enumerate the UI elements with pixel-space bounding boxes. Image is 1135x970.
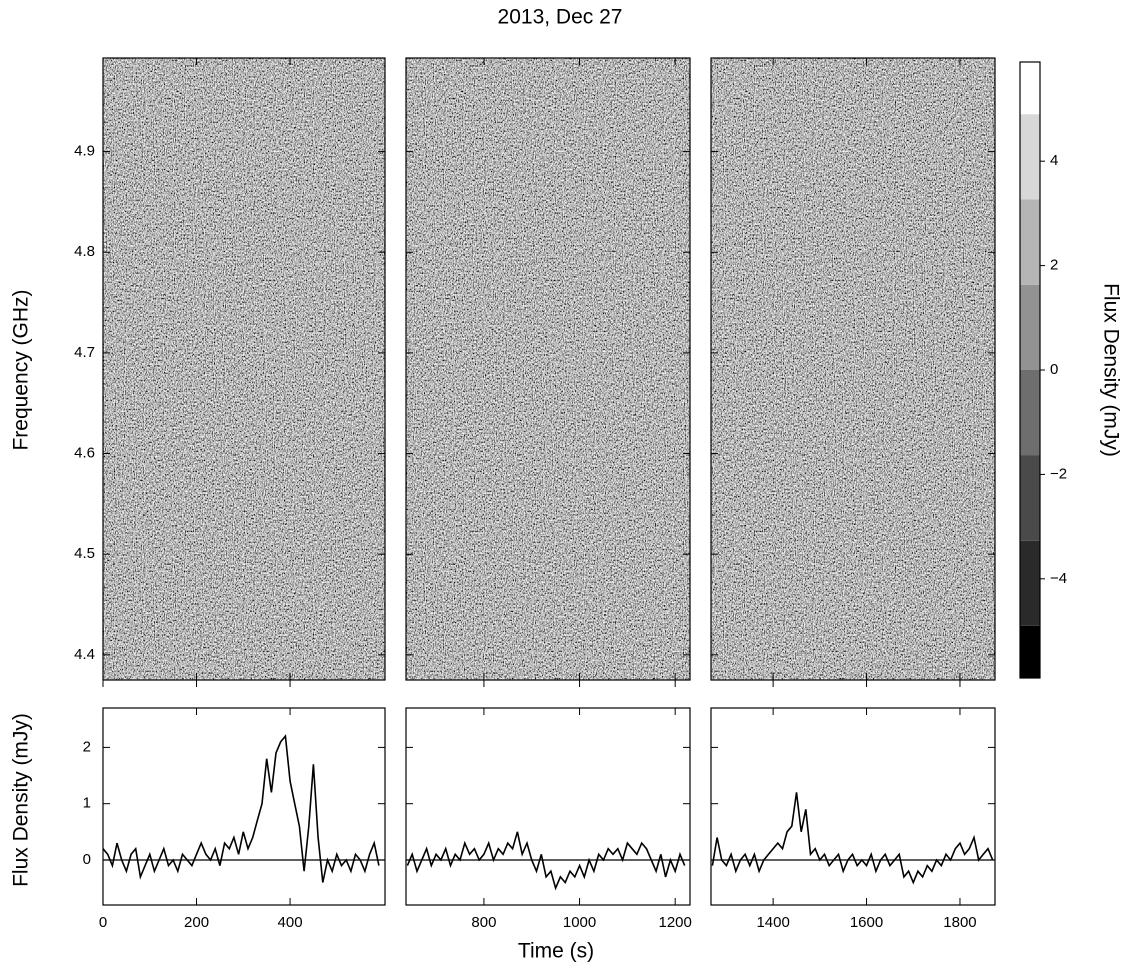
y-tick-label: 4.8: [74, 243, 95, 260]
x-tick-label: 400: [278, 914, 303, 931]
panel-frame: [102, 707, 386, 906]
colorbar-tick-label: 2: [1050, 257, 1058, 274]
colorbar-band: [1020, 114, 1040, 200]
dynamic-spectrum: [711, 58, 995, 680]
y-tick-label: 0: [83, 851, 91, 868]
x-tick-label: 1800: [943, 914, 976, 931]
panel-frame: [710, 57, 996, 681]
colorbar-band: [1020, 62, 1040, 115]
y-axis-label: Flux Density (mJy): [10, 713, 33, 887]
colorbar-tick-label: 4: [1050, 152, 1058, 169]
panel-frame: [405, 57, 691, 681]
x-tick-label: 1600: [850, 914, 883, 931]
y-tick-label: 4.5: [74, 545, 95, 562]
x-axis-label: Time (s): [518, 940, 594, 963]
colorbar-band: [1020, 625, 1040, 678]
x-tick-label: 800: [471, 914, 496, 931]
chart-title: 2013, Dec 27: [498, 6, 623, 29]
y-tick-label: 4.7: [74, 344, 95, 361]
y-tick-label: 4.6: [74, 445, 95, 462]
x-tick-label: 200: [184, 914, 209, 931]
y-tick-label: 4.9: [74, 143, 95, 160]
colorbar-tick-label: 0: [1050, 361, 1058, 378]
panel-frame: [405, 707, 691, 906]
colorbar-label: Flux Density (mJy): [1099, 283, 1122, 457]
y-tick-label: 2: [83, 738, 91, 755]
light-curve: [711, 792, 994, 885]
colorbar-band: [1020, 370, 1040, 456]
x-tick-label: 1400: [756, 914, 789, 931]
x-tick-label: 1000: [563, 914, 596, 931]
x-tick-label: 0: [99, 914, 107, 931]
light-curve: [406, 831, 686, 891]
y-axis-label: Frequency (GHz): [10, 289, 33, 450]
x-tick-label: 1200: [658, 914, 691, 931]
y-tick-label: 4.4: [74, 646, 95, 663]
panel-frame: [710, 707, 996, 906]
dynamic-spectrum: [103, 58, 385, 680]
y-tick-label: 1: [83, 795, 91, 812]
colorbar-band: [1020, 199, 1040, 285]
colorbar-band: [1020, 284, 1040, 370]
colorbar-tick-label: −2: [1050, 465, 1067, 482]
colorbar-band: [1020, 540, 1040, 626]
panel-frame: [102, 57, 386, 681]
dynamic-spectrum: [406, 58, 690, 680]
colorbar-band: [1020, 455, 1040, 541]
colorbar-tick-label: −4: [1050, 570, 1067, 587]
light-curve: [102, 734, 380, 883]
